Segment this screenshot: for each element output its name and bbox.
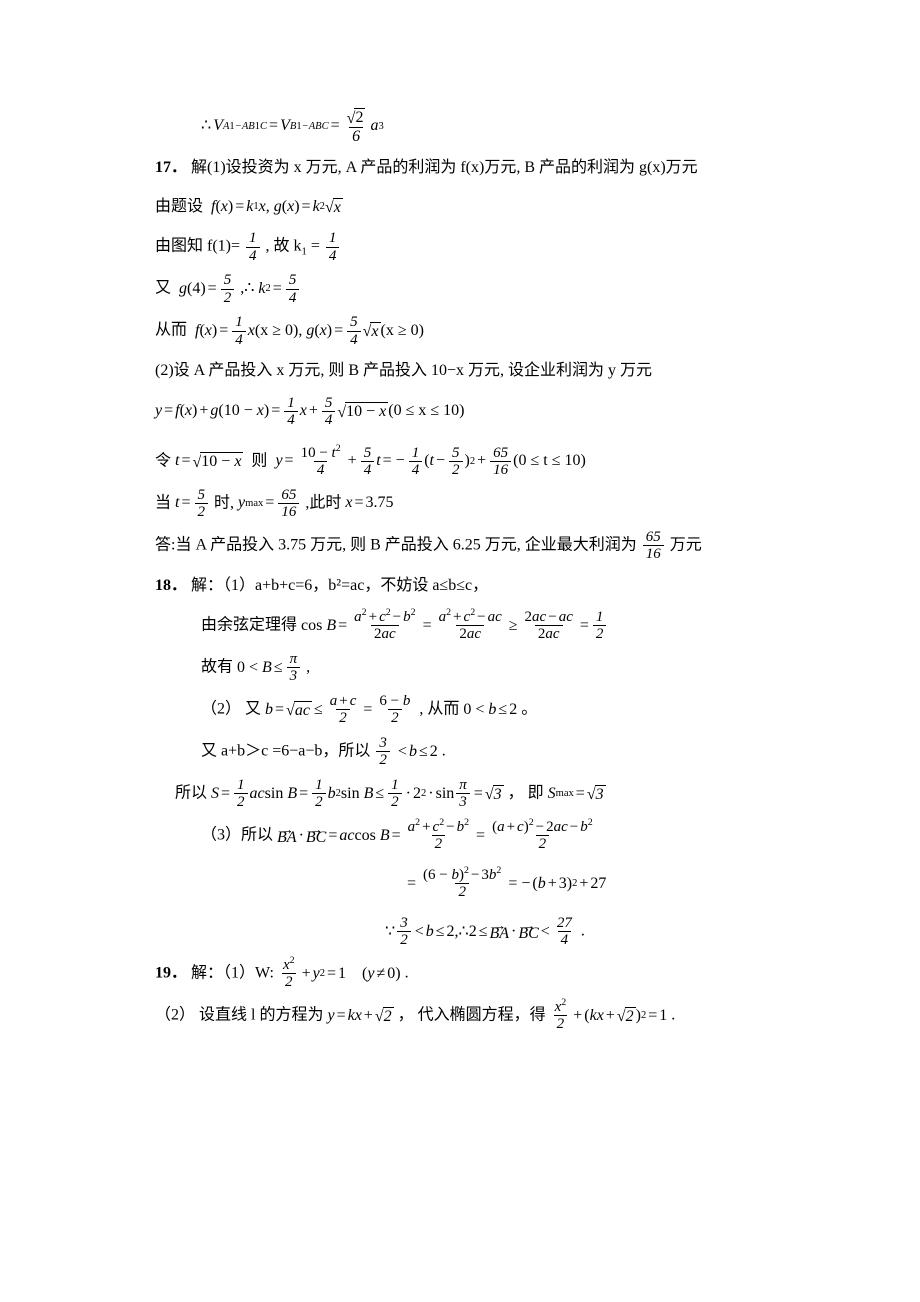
q17-l3mid: , 故 k [266,238,302,255]
ji: ， 即 [508,785,544,802]
q18-line7: （3）所以 →BA·→BC=accos B=a2+c2−b22=(a+c)2−2… [155,819,780,853]
guyou: 故有 [201,659,233,676]
q18-line8: =(6 − b)2−3b22=−(b+3)2+27 [155,867,780,901]
k1sub: 1 [302,246,307,257]
q17-l2pre: 由题设 [155,198,203,215]
q19-label: 19． [155,965,187,982]
q17-answer: 答:当 A 产品投入 3.75 万元, 则 B 产品投入 6.25 万元, 企业… [155,529,780,563]
ans-post: 万元 [670,536,702,553]
comma: , [306,659,310,676]
let: 令 [155,452,171,469]
q17-line6: (2)设 A 产品投入 x 万元, 则 B 产品投入 10−x 万元, 设企业利… [155,356,780,386]
q18-l4pre: （2） 又 [201,701,261,718]
page: ∴ VA1−AB1C = VB1−ABC = √26 a3 17． 解(1)设投… [0,0,920,1101]
t-domain: (0 ≤ t ≤ 10) [513,446,586,476]
y-domain: (0 ≤ x ≤ 10) [388,396,464,426]
q17-line2: 由题设 f(x)=k1x, g(x)=k2√x [155,192,780,223]
V1: V [213,111,223,141]
q18-line1: 18． 解：（1）a+b+c=6，b²=ac，不妨设 a≤b≤c， [155,571,780,601]
q18-line4: （2） 又 b=√ac≤a+c2=6 − b2 , 从而 0 < b≤2 。 [155,693,780,727]
q19-line1: 19． 解：（1）W: x22+y2=1 (y≠0) . [155,957,780,991]
cishi: ,此时 [305,494,341,511]
q17-l6: (2)设 A 产品投入 x 万元, 则 B 产品投入 10−x 万元, 设企业利… [155,362,652,379]
q18-line9: ∵32<b≤2,∴2≤→BA·→BC<274 . [155,915,780,949]
q17-line3: 由图知 f(1)= 14 , 故 k1 = 14 [155,230,780,264]
q17-line4: 又 g(4)=52 ,∴ k2=54 [155,272,780,306]
q18-line6: 所以 S=12acsin B=12b2sin B≤12·22·sinπ3=√3 … [155,777,780,811]
V2: V [280,111,290,141]
period: 。 [521,701,537,718]
q18-text1: 解：（1）a+b+c=6，b²=ac，不妨设 a≤b≤c， [191,577,488,594]
then: 则 [251,452,267,469]
q17-l5pre: 从而 [155,322,187,339]
q19-line2: （2） 设直线 l 的方程为 y=kx+√2 ， 代入椭圆方程，得 x22+(k… [155,999,780,1033]
ans-pre: 答:当 A 产品投入 3.75 万元, 则 B 产品投入 6.25 万元, 企业… [155,536,637,553]
conger: , 从而 [419,701,459,718]
dot-end: . [581,923,585,940]
q18-l7pre: （3）所以 [201,827,273,844]
q17-text1: 解(1)设投资为 x 万元, A 产品的利润为 f(x)万元, B 产品的利润为… [191,159,698,176]
q17-line9: 当 t=52 时, ymax=6516 ,此时 x=3.75 [155,487,780,521]
q18-label: 18． [155,577,187,594]
shi: 时, [214,494,234,511]
q17-line8: 令 t=√10 − x 则 y=10 − t24+54t=−14(t−52)2+… [155,445,780,479]
therefore: ∴ [201,111,211,141]
when: 当 [155,494,171,511]
q17-label: 17． [155,159,187,176]
q18-line2: 由余弦定理得 cos B= a2+c2−b22ac = a2+c2−ac2ac … [155,609,780,643]
xval: 3.75 [365,488,393,518]
q18-l5pre: 又 a+b＞c =6−a−b，所以 [201,743,370,760]
cos-pre: 由余弦定理得 [201,617,297,634]
q18-line5: 又 a+b＞c =6−a−b，所以 32 <b≤2 . [155,735,780,769]
q19-dot2: . [671,1007,675,1024]
q19-l2pre: （2） 设直线 l 的方程为 [155,1007,323,1024]
q17-line7: y=f(x)+g(10 − x)=14x+54√10 − x(0 ≤ x ≤ 1… [155,395,780,429]
f-domain: (x ≥ 0) [255,316,298,346]
q18-line3: 故有 0 < B≤π3 , [155,651,780,685]
q19-dot: . [405,965,409,982]
q17-line5: 从而 f(x)=14x(x ≥ 0), g(x)=54√x(x ≥ 0) [155,314,780,348]
q17-l4mid: ,∴ [240,280,254,297]
q17-line1: 17． 解(1)设投资为 x 万元, A 产品的利润为 f(x)万元, B 产品… [155,153,780,183]
q19-l2mid: ， 代入椭圆方程，得 [398,1007,546,1024]
eq16: ∴ VA1−AB1C = VB1−ABC = √26 a3 [155,108,780,145]
suoyi: 所以 [175,785,207,802]
q19-l1pre: 解：（1）W: [191,965,278,982]
g-domain: (x ≥ 0) [381,316,424,346]
q17-l3post: = [311,238,320,255]
q17-l3pre: 由图知 f(1)= [155,238,240,255]
q17-l4pre: 又 [155,280,171,297]
